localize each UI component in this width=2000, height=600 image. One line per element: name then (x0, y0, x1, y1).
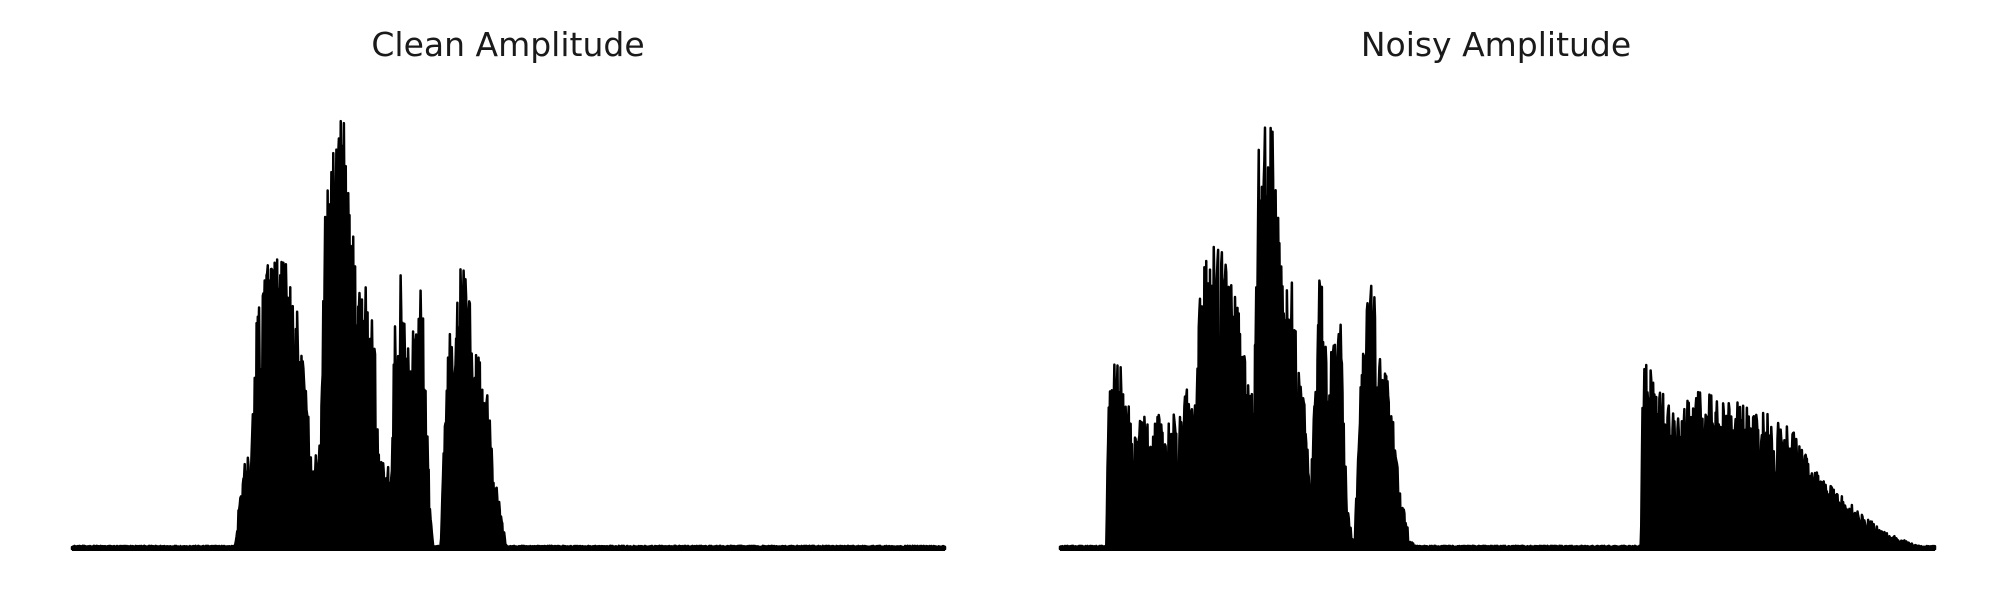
noisy-amplitude-panel: Noisy Amplitude (1058, 25, 1937, 551)
noisy-amplitude-waveform (1058, 126, 1937, 551)
clean-amplitude-waveform (70, 119, 947, 551)
clean-amplitude-title: Clean Amplitude (371, 25, 644, 64)
noisy-amplitude-title: Noisy Amplitude (1361, 25, 1631, 64)
clean-amplitude-panel: Clean Amplitude (70, 25, 947, 551)
